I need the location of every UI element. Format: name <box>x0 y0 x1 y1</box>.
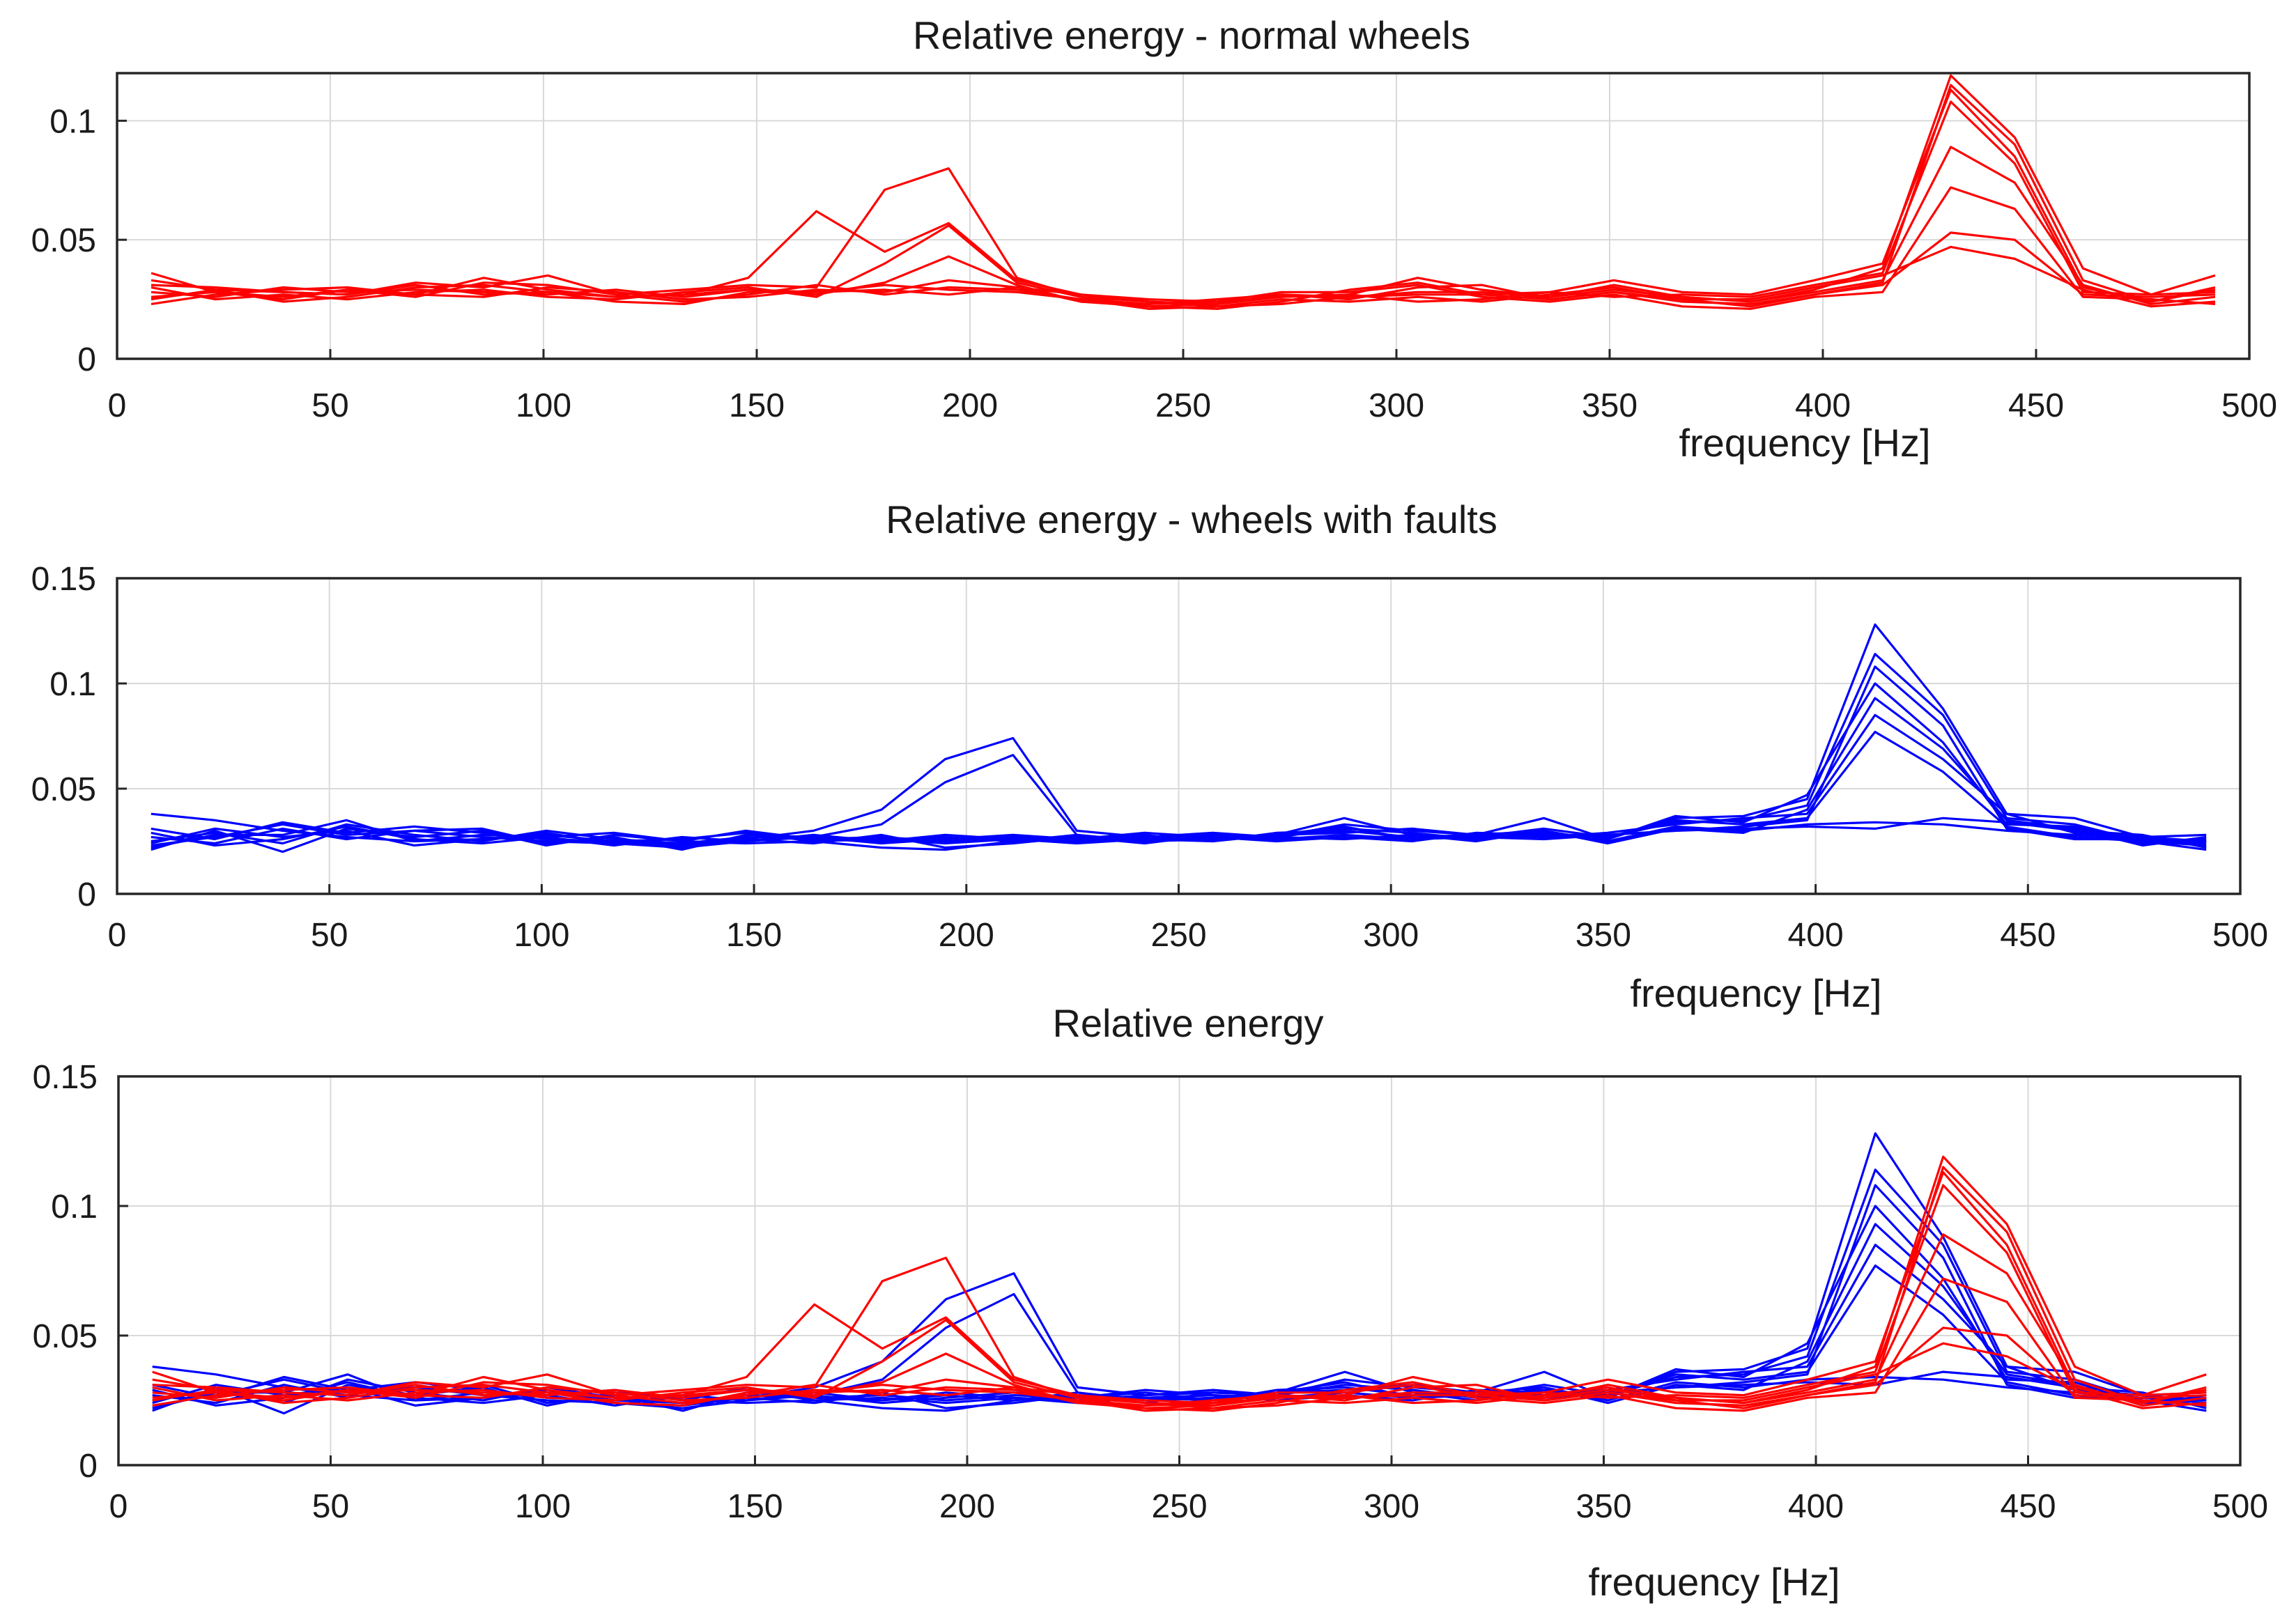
y-tick-labels: 0 0.05 0.1 <box>31 103 127 378</box>
y-tick-label: 0.15 <box>33 1059 98 1096</box>
grid <box>117 73 2249 359</box>
series-line-normal-7 <box>152 1184 2207 1407</box>
series-line-normal-5 <box>151 186 2216 310</box>
series-lines <box>151 74 2216 310</box>
x-axis-label: frequency [Hz] <box>1679 421 1930 465</box>
x-tick-label: 300 <box>1369 387 1424 424</box>
x-tick-label: 200 <box>939 1488 995 1525</box>
x-tick-label: 450 <box>2000 917 2056 954</box>
y-tick-labels: 0 0.05 0.1 0.15 <box>31 561 127 913</box>
x-tick-label: 150 <box>727 1488 783 1525</box>
series-line-faulty-7 <box>152 1265 2207 1412</box>
x-tick-label: 0 <box>108 917 127 954</box>
x-tick-label: 0 <box>109 1488 128 1525</box>
x-tick-label: 150 <box>729 387 785 424</box>
x-axis-label: frequency [Hz] <box>1588 1560 1840 1604</box>
x-tick-label: 450 <box>2008 387 2064 424</box>
x-tick-label: 500 <box>2221 387 2277 424</box>
chart-title: Relative energy - wheels with faults <box>886 497 1497 541</box>
x-tick-label: 0 <box>108 387 127 424</box>
chart-combined: Relative energy 0 0.05 0.1 0.15 0 50 100 150 20… <box>33 1001 2268 1604</box>
x-tick-label: 500 <box>2212 917 2268 954</box>
y-tick-label: 0.05 <box>31 222 96 259</box>
x-tick-label: 100 <box>515 1488 571 1525</box>
y-tick-label: 0 <box>79 1448 98 1485</box>
y-tick-label: 0.1 <box>49 103 96 140</box>
x-tick-label: 350 <box>1575 1488 1631 1525</box>
series-line-normal-6 <box>151 146 2216 308</box>
x-tick-label: 150 <box>726 917 782 954</box>
series-line-faulty-9 <box>152 1184 2207 1407</box>
x-tick-label: 200 <box>942 387 998 424</box>
series-line-faulty-7 <box>151 730 2207 851</box>
y-tick-label: 0 <box>77 876 96 913</box>
series-lines <box>152 1132 2207 1415</box>
series-line-normal-8 <box>152 1166 2207 1409</box>
x-axis-label: frequency [Hz] <box>1630 971 1881 1015</box>
series-line-normal-4 <box>152 1342 2207 1412</box>
series-line-faulty-9 <box>151 665 2207 847</box>
y-tick-label: 0 <box>77 341 96 378</box>
x-tick-label: 400 <box>1788 917 1844 954</box>
series-line-normal-4 <box>151 245 2216 310</box>
y-tick-label: 0.05 <box>31 771 96 808</box>
x-tick-label: 250 <box>1151 1488 1207 1525</box>
x-tick-label: 400 <box>1795 387 1851 424</box>
chart-title: Relative energy - normal wheels <box>913 13 1470 57</box>
chart-faulty-wheels: Relative energy - wheels with faults 0 0.… <box>31 497 2268 1015</box>
x-tick-labels: 0 50 100 150 200 250 300 350 400 450 500 <box>108 349 2277 424</box>
y-tick-label: 0.05 <box>33 1318 98 1355</box>
x-tick-label: 50 <box>311 387 348 424</box>
series-line-normal-3 <box>151 231 2216 305</box>
x-tick-label: 250 <box>1150 917 1206 954</box>
x-tick-label: 300 <box>1364 1488 1419 1525</box>
x-tick-label: 50 <box>311 917 348 954</box>
y-tick-label: 0.1 <box>49 666 96 703</box>
series-line-normal-5 <box>152 1277 2207 1412</box>
grid <box>117 578 2240 894</box>
series-line-normal-8 <box>151 84 2216 308</box>
chart-normal-wheels: Relative energy - normal wheels 0 0.05 0.1… <box>31 13 2277 465</box>
x-tick-label: 350 <box>1582 387 1638 424</box>
x-tick-label: 100 <box>514 917 569 954</box>
y-tick-label: 0.1 <box>51 1189 98 1225</box>
x-tick-labels: 0 50 100 150 200 250 300 350 400 450 500 <box>108 884 2268 954</box>
x-tick-label: 300 <box>1363 917 1419 954</box>
series-line-normal-3 <box>152 1327 2207 1407</box>
y-tick-label: 0.15 <box>31 561 96 598</box>
x-tick-labels: 0 50 100 150 200 250 300 350 400 450 500 <box>109 1455 2268 1525</box>
x-tick-label: 500 <box>2212 1488 2268 1525</box>
x-tick-label: 200 <box>939 917 994 954</box>
x-tick-label: 400 <box>1788 1488 1844 1525</box>
chart-title: Relative energy <box>1052 1001 1323 1045</box>
x-tick-label: 100 <box>516 387 571 424</box>
x-tick-label: 250 <box>1155 387 1211 424</box>
series-line-normal-7 <box>151 100 2216 305</box>
y-tick-labels: 0 0.05 0.1 0.15 <box>33 1059 128 1485</box>
x-tick-label: 50 <box>312 1488 349 1525</box>
x-tick-label: 450 <box>2000 1488 2056 1525</box>
series-line-normal-6 <box>152 1233 2207 1409</box>
x-tick-label: 350 <box>1575 917 1631 954</box>
series-lines <box>151 623 2207 853</box>
